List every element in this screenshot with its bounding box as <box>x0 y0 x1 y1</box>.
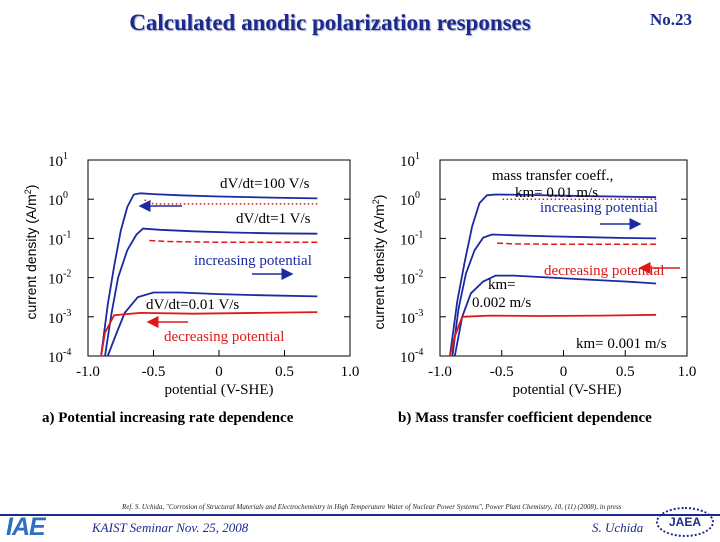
chart-a-label-fast: dV/dt=100 V/s <box>220 176 310 192</box>
reference-note: Ref. S. Uchida, "Corrosion of Structural… <box>122 503 622 511</box>
chart-b-label-km1-b: km= 0.01 m/s <box>515 185 598 201</box>
chart-b-xtick-label: 0.5 <box>616 364 635 380</box>
chart-a-xtick-label: 1.0 <box>341 364 360 380</box>
chart-a-xtick-label: -0.5 <box>142 364 166 380</box>
chart-a-xlabel: potential (V-SHE) <box>164 382 273 398</box>
chart-b-series-0 <box>449 193 657 357</box>
chart-a-ytick-label: 10-4 <box>48 347 71 366</box>
chart-a-series-0 <box>100 192 318 357</box>
jaea-logo: JAEA <box>656 507 714 537</box>
chart-b-xtick-label: -0.5 <box>490 364 514 380</box>
chart-a: 101 100 10-1 10-2 10-3 10-4 -1.0 -0.5 0 0.5 1.0 cu… <box>23 151 359 398</box>
chart-b-ylabel: current density (A/m2) <box>371 195 387 330</box>
chart-b-ytick-label: 100 <box>400 190 420 209</box>
footer-divider <box>0 514 720 516</box>
chart-a-label-decreasing: decreasing potential <box>164 329 284 345</box>
chart-b-label-decreasing: decreasing potential <box>544 263 664 279</box>
chart-b-ytick-label: 10-2 <box>400 269 423 288</box>
chart-a-label-increasing: increasing potential <box>194 253 312 269</box>
chart-b-xtick-label: 0 <box>560 364 568 380</box>
chart-b-xtick-label: -1.0 <box>428 364 452 380</box>
chart-b-ytick-label: 10-1 <box>400 229 423 248</box>
chart-a-ylabel: current density (A/m2) <box>23 185 39 320</box>
chart-a-axis-ticks: 101 100 10-1 10-2 10-3 10-4 -1.0 -0.5 0 0.5 1.0 <box>48 151 359 380</box>
chart-b: 101 100 10-1 10-2 10-3 10-4 -1.0 -0.5 0 0.5 1.0 cu… <box>371 151 696 398</box>
chart-a-series-2 <box>104 227 318 357</box>
chart-a-xtick-label: 0.5 <box>275 364 294 380</box>
chart-a-label-slow: dV/dt=0.01 V/s <box>146 297 239 313</box>
chart-b-series <box>449 193 657 357</box>
slide-number: No.23 <box>650 10 693 29</box>
chart-a-series-1 <box>142 198 318 205</box>
chart-b-caption: b) Mass transfer coefficient dependence <box>398 410 652 426</box>
iae-logo: IAE <box>6 513 46 541</box>
chart-b-series-5 <box>449 313 657 357</box>
seminar-info: KAIST Seminar Nov. 25, 2008 <box>92 520 249 535</box>
chart-b-label-km1-a: mass transfer coeff., <box>492 168 613 184</box>
chart-a-xtick-label: -1.0 <box>76 364 100 380</box>
chart-b-axis-ticks: 101 100 10-1 10-2 10-3 10-4 -1.0 -0.5 0 0.5 1.0 <box>400 151 696 380</box>
slide-title: Calculated anodic polarization responses <box>129 10 531 35</box>
chart-b-label-increasing: increasing potential <box>540 200 658 216</box>
chart-b-ytick-label: 101 <box>400 151 420 170</box>
chart-a-series-4 <box>106 291 318 357</box>
chart-b-ytick-label: 10-4 <box>400 347 423 366</box>
chart-b-label-km2-a: km= <box>488 277 516 293</box>
chart-a-caption: a) Potential increasing rate dependence <box>42 410 294 426</box>
chart-b-label-km3: km= 0.001 m/s <box>576 336 667 352</box>
chart-a-xtick-label: 0 <box>215 364 223 380</box>
chart-a-ytick-label: 10-1 <box>48 229 71 248</box>
chart-a-label-mid: dV/dt=1 V/s <box>236 211 311 227</box>
chart-a-series <box>100 192 318 357</box>
chart-a-series-5 <box>100 311 318 357</box>
chart-a-ytick-label: 101 <box>48 151 68 170</box>
chart-b-xtick-label: 1.0 <box>678 364 697 380</box>
chart-b-series-2 <box>451 233 657 357</box>
chart-b-series-3 <box>495 242 657 246</box>
chart-b-xlabel: potential (V-SHE) <box>512 382 621 398</box>
chart-a-ytick-label: 100 <box>48 190 68 209</box>
chart-b-ytick-label: 10-3 <box>400 308 423 327</box>
chart-a-ytick-label: 10-2 <box>48 269 71 288</box>
author-name: S. Uchida <box>592 520 644 535</box>
chart-b-series-4 <box>453 274 657 357</box>
chart-a-series-3 <box>146 239 318 244</box>
chart-b-label-km2-b: 0.002 m/s <box>472 295 531 311</box>
chart-a-ytick-label: 10-3 <box>48 308 71 327</box>
